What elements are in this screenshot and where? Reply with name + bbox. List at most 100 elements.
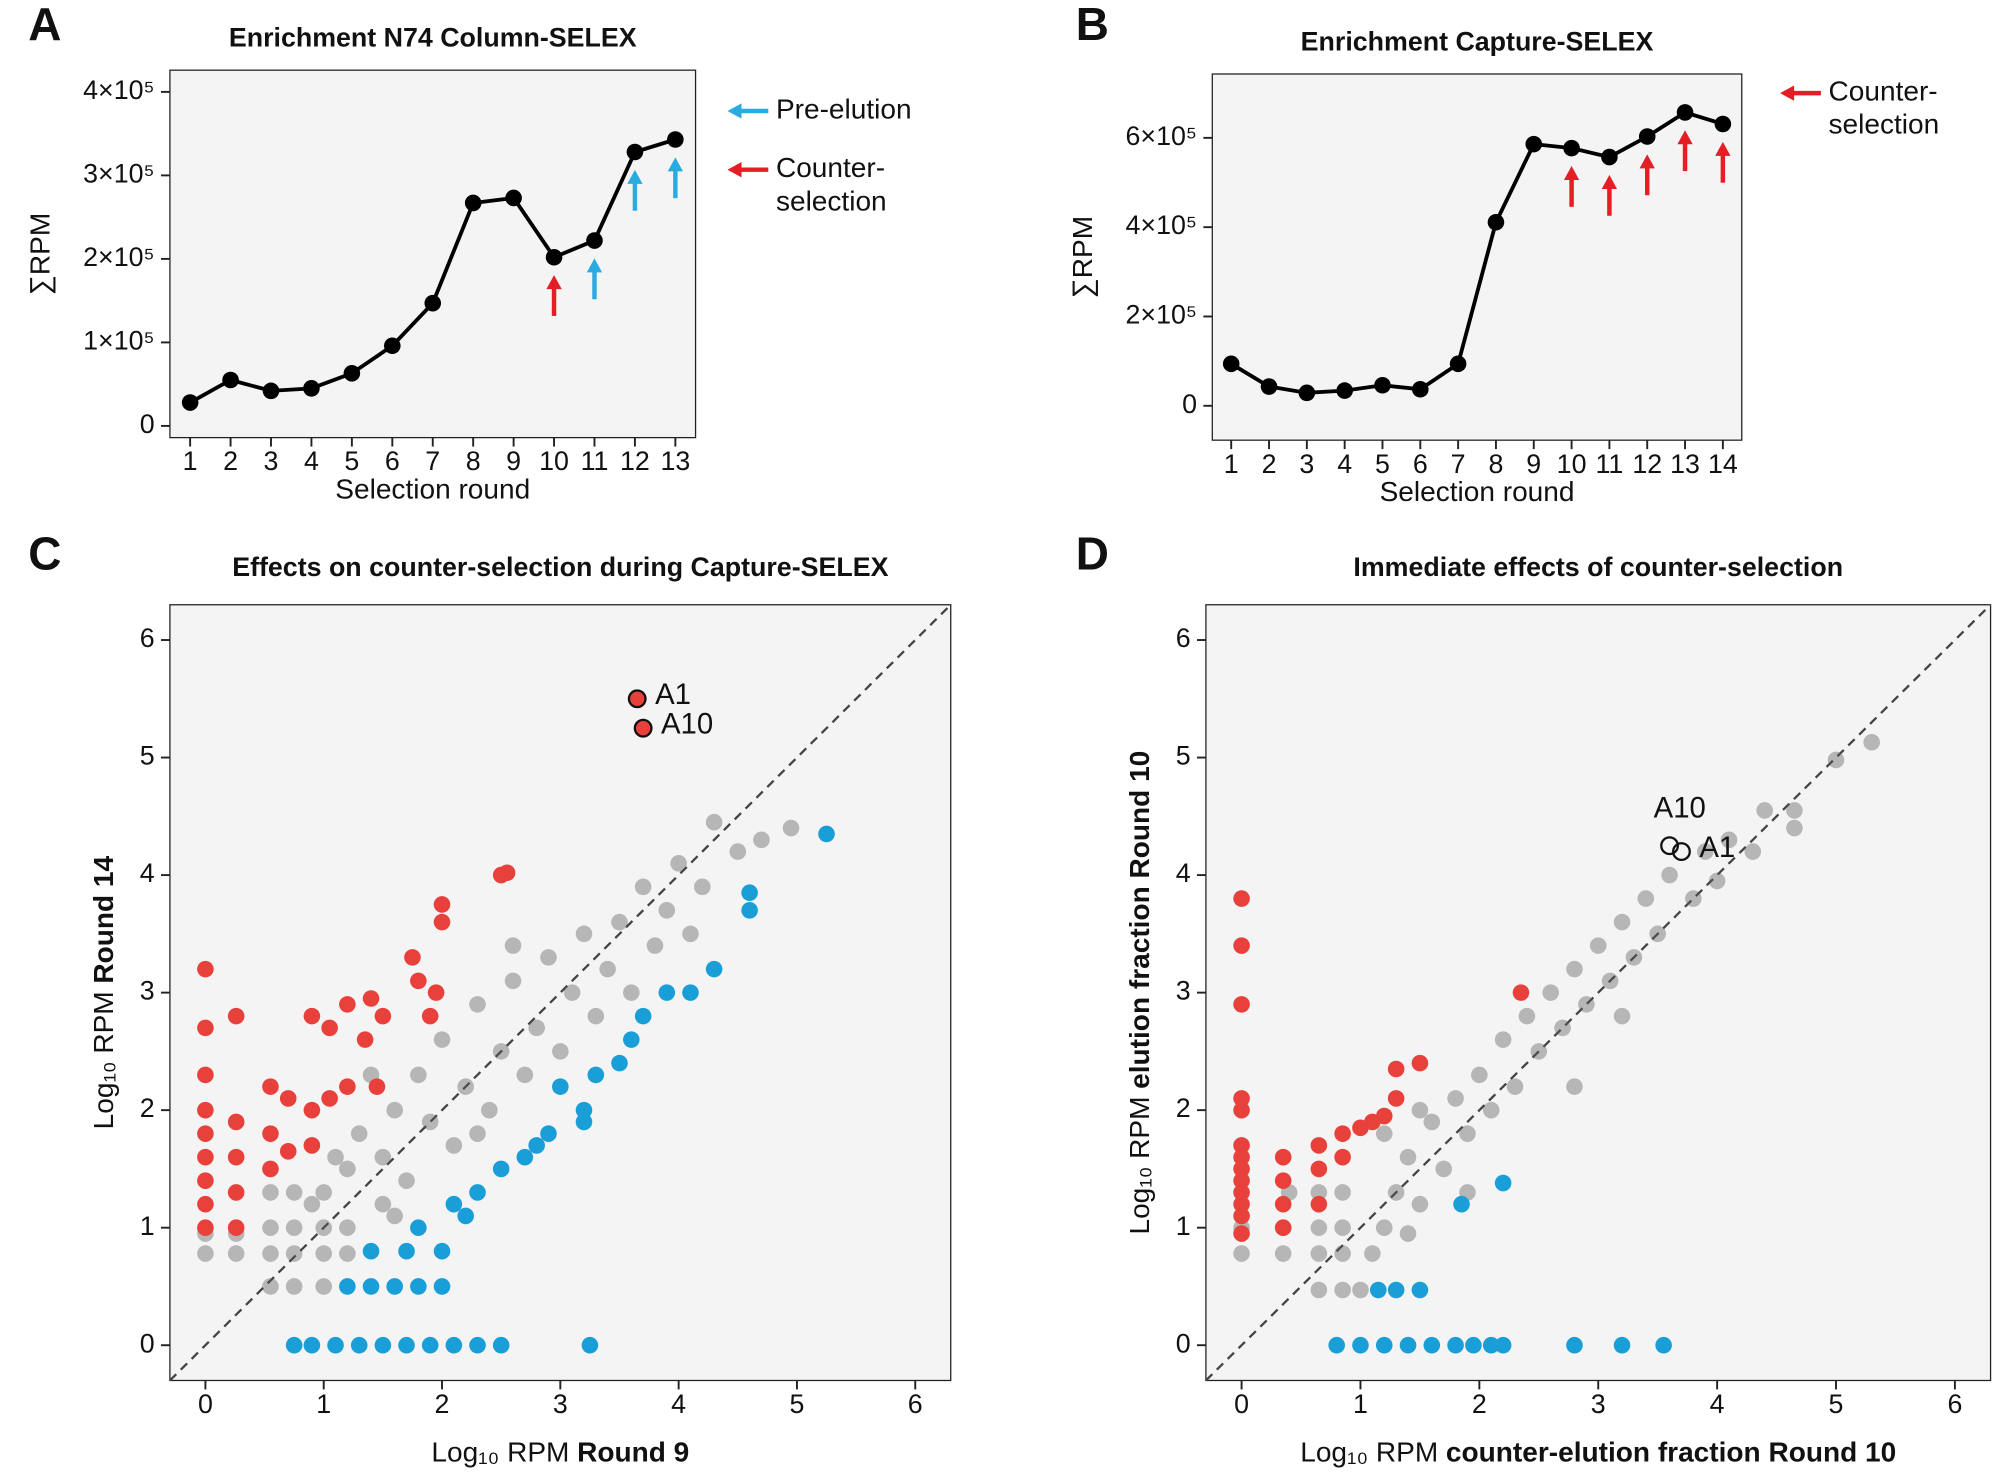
point <box>587 1007 605 1025</box>
point <box>1423 1113 1441 1131</box>
point <box>1375 1336 1393 1354</box>
point <box>1233 1245 1250 1262</box>
point <box>1566 960 1583 978</box>
x-tick-label: 1 <box>1224 449 1239 479</box>
point <box>197 1019 214 1037</box>
point <box>386 1278 403 1295</box>
x-tick-label: 10 <box>1557 449 1587 479</box>
point <box>563 984 581 1001</box>
x-tick-label: 4 <box>304 446 319 476</box>
point <box>504 972 522 990</box>
x-axis-label-part: Round 9 <box>577 1437 689 1468</box>
chart-title: Enrichment Capture-SELEX <box>1301 26 1654 56</box>
point <box>445 1336 463 1354</box>
x-axis-label: Selection round <box>335 474 530 505</box>
point <box>1756 802 1773 819</box>
point <box>1494 1336 1512 1354</box>
y-tick-label: 2 <box>1176 1093 1191 1123</box>
annotation: A10 <box>1654 792 1706 825</box>
y-tick-label: 6 <box>140 623 155 653</box>
annotated-point <box>1672 842 1691 862</box>
point <box>1310 1195 1328 1213</box>
point <box>227 1113 245 1131</box>
x-tick-label: 7 <box>1451 449 1466 479</box>
point <box>741 902 758 919</box>
point <box>433 1242 451 1260</box>
point <box>222 371 239 389</box>
point <box>634 1007 652 1025</box>
point <box>623 984 640 1001</box>
point <box>1637 890 1655 907</box>
point <box>1676 104 1694 121</box>
point <box>1578 996 1595 1013</box>
x-tick-label: 10 <box>539 446 569 476</box>
point <box>1786 819 1803 837</box>
point <box>303 1195 321 1213</box>
point <box>262 1125 279 1142</box>
point <box>1786 802 1803 819</box>
point <box>386 1207 403 1225</box>
legend-arrow-head <box>1780 85 1795 101</box>
point <box>1566 1336 1583 1354</box>
point <box>1310 1219 1328 1236</box>
point <box>667 131 684 148</box>
point <box>1399 1148 1417 1166</box>
x-tick-label: 4 <box>1337 449 1352 479</box>
point <box>1399 1225 1417 1242</box>
point <box>1542 984 1559 1001</box>
point <box>782 819 800 837</box>
y-tick-label: 2×10⁵ <box>83 242 154 272</box>
point <box>1352 1281 1369 1299</box>
x-tick-label: 5 <box>344 446 359 476</box>
x-tick-label: 13 <box>660 446 690 476</box>
point <box>694 878 711 896</box>
x-tick-label: 4 <box>1710 1389 1725 1419</box>
point <box>516 1066 534 1084</box>
point <box>1447 1090 1464 1107</box>
point <box>587 1066 605 1084</box>
point <box>433 913 451 931</box>
chart-title: Immediate effects of counter-selection <box>1353 552 1843 582</box>
point <box>1744 843 1762 860</box>
legend-arrow-head <box>727 162 742 178</box>
point <box>1387 1184 1405 1201</box>
point <box>1863 733 1880 751</box>
y-tick-label: 1 <box>140 1211 155 1241</box>
x-tick-label: 13 <box>1670 449 1700 479</box>
point <box>1661 866 1678 884</box>
point <box>445 1195 463 1213</box>
point <box>1435 1160 1452 1178</box>
point <box>1530 1043 1548 1060</box>
arrow-head <box>667 157 684 172</box>
point <box>670 855 687 872</box>
point <box>1233 890 1250 907</box>
point <box>1696 843 1714 860</box>
point <box>658 984 676 1001</box>
point <box>1334 1219 1351 1236</box>
legend-label: selection <box>1829 109 1940 140</box>
point <box>303 1101 321 1119</box>
x-tick-label: 3 <box>1591 1389 1606 1419</box>
point <box>1387 1090 1405 1107</box>
point <box>1222 355 1240 373</box>
point <box>705 960 723 978</box>
point <box>634 878 652 896</box>
point <box>421 1113 439 1131</box>
point <box>227 1007 245 1025</box>
point <box>1233 996 1250 1013</box>
point <box>1334 1125 1351 1142</box>
point <box>197 1219 214 1236</box>
x-tick-label: 6 <box>908 1389 923 1419</box>
point <box>1411 1281 1429 1299</box>
point <box>1274 1245 1292 1262</box>
y-axis-label-part: Round 14 <box>89 855 120 983</box>
point <box>303 380 320 397</box>
point <box>540 949 557 966</box>
point <box>1334 1148 1351 1166</box>
point <box>398 1336 415 1354</box>
point <box>1482 1336 1500 1354</box>
point <box>1260 378 1278 395</box>
point <box>1334 1281 1351 1299</box>
point <box>1649 925 1666 943</box>
point <box>705 813 723 831</box>
